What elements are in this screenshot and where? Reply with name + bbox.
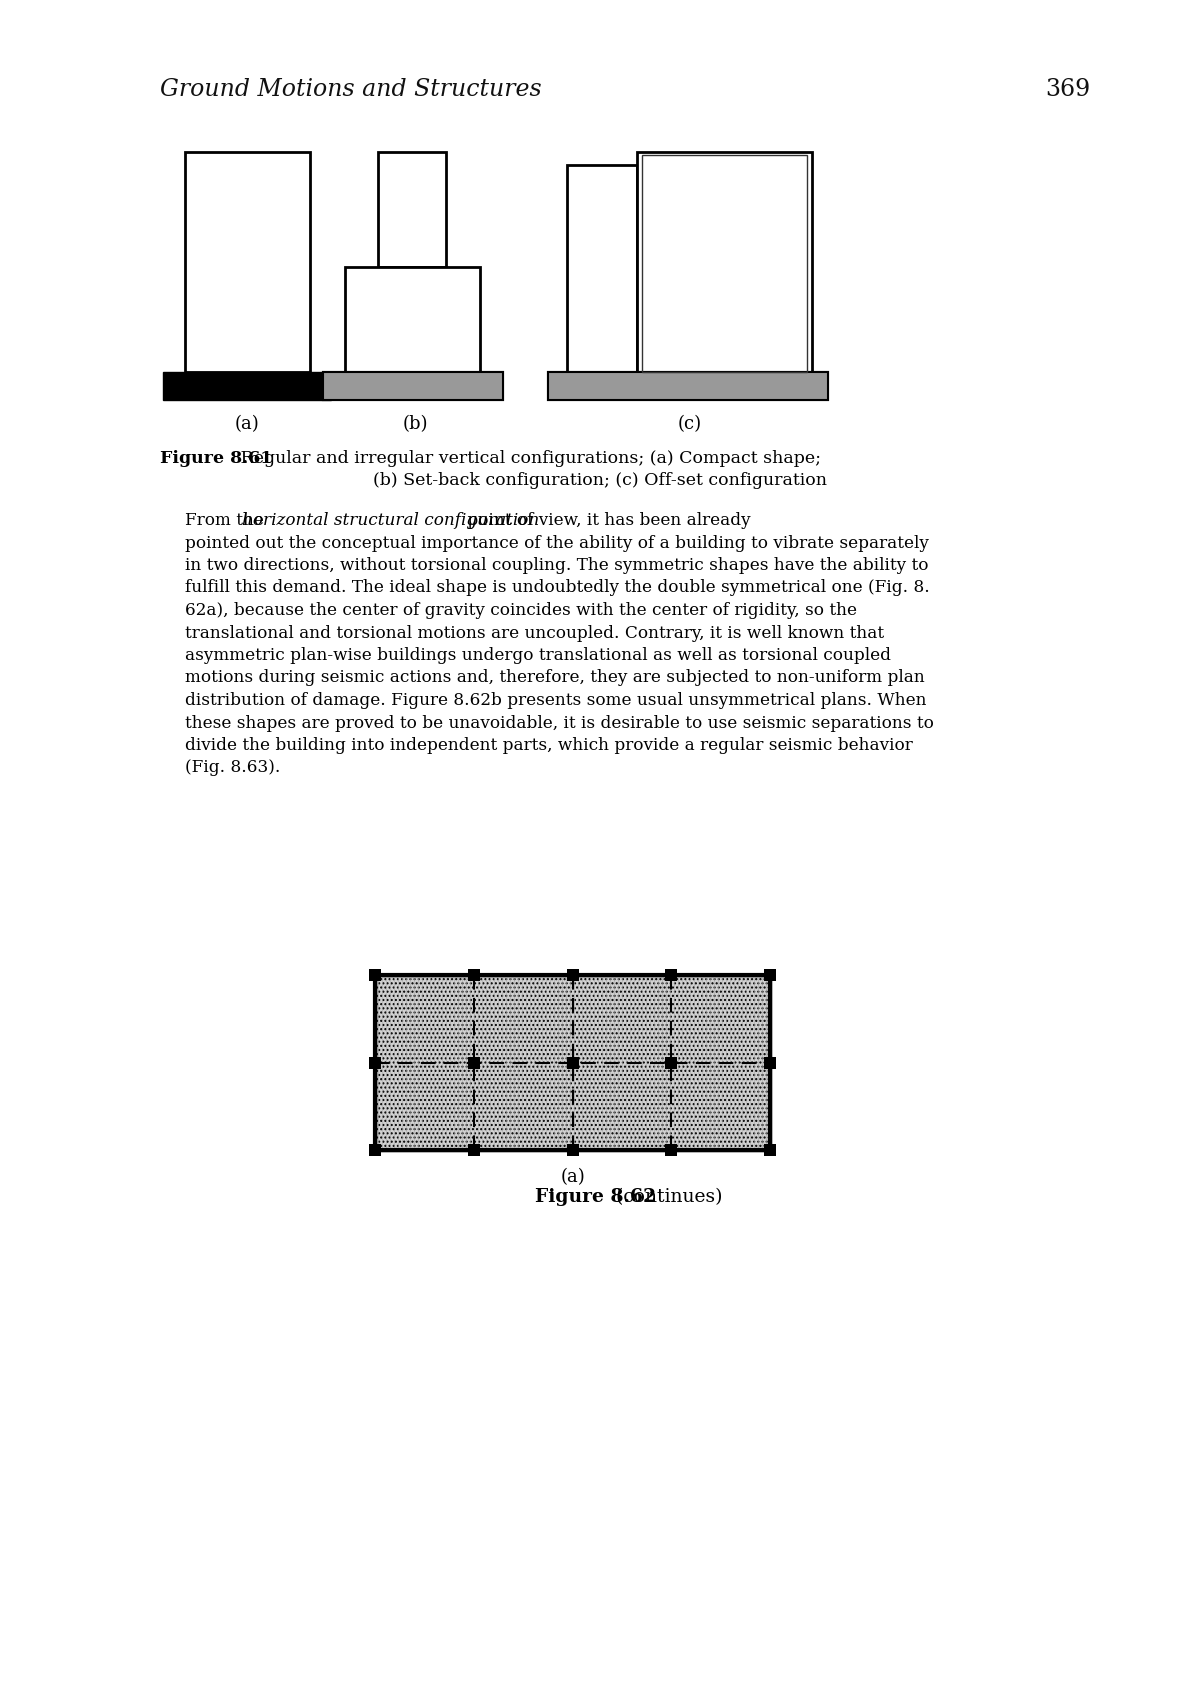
- Bar: [665, 1144, 677, 1156]
- Bar: [764, 1057, 776, 1069]
- Text: in two directions, without torsional coupling. The symmetric shapes have the abi: in two directions, without torsional cou…: [185, 557, 929, 574]
- Text: (a): (a): [560, 1168, 584, 1186]
- Text: (a): (a): [235, 416, 259, 433]
- Text: (continues): (continues): [610, 1188, 722, 1207]
- Bar: [764, 969, 776, 981]
- Text: (c): (c): [678, 416, 702, 433]
- Text: Ground Motions and Structures: Ground Motions and Structures: [160, 78, 541, 102]
- Text: (b): (b): [402, 416, 427, 433]
- Text: asymmetric plan-wise buildings undergo translational as well as torsional couple: asymmetric plan-wise buildings undergo t…: [185, 647, 890, 664]
- Bar: [566, 1144, 578, 1156]
- Text: (Fig. 8.63).: (Fig. 8.63).: [185, 760, 281, 777]
- Text: From the: From the: [185, 512, 269, 529]
- Bar: [370, 969, 382, 981]
- Bar: [378, 153, 446, 266]
- Bar: [374, 976, 770, 1151]
- Bar: [548, 372, 828, 400]
- Bar: [163, 372, 331, 400]
- Text: these shapes are proved to be unavoidable, it is desirable to use seismic separa: these shapes are proved to be unavoidabl…: [185, 714, 934, 731]
- Text: distribution of damage. Figure 8.62b presents some usual unsymmetrical plans. Wh: distribution of damage. Figure 8.62b pre…: [185, 692, 926, 709]
- Text: divide the building into independent parts, which provide a regular seismic beha: divide the building into independent par…: [185, 736, 913, 753]
- Bar: [665, 1057, 677, 1069]
- Bar: [665, 969, 677, 981]
- Text: Figure 8.62: Figure 8.62: [535, 1188, 656, 1207]
- Bar: [548, 372, 828, 400]
- Text: translational and torsional motions are uncoupled. Contrary, it is well known th: translational and torsional motions are …: [185, 624, 884, 641]
- Text: Figure 8.61: Figure 8.61: [160, 450, 272, 467]
- Bar: [346, 266, 480, 372]
- Text: point of view, it has been already: point of view, it has been already: [462, 512, 751, 529]
- Text: 62a), because the center of gravity coincides with the center of rigidity, so th: 62a), because the center of gravity coin…: [185, 602, 857, 619]
- Bar: [370, 1144, 382, 1156]
- Text: fulfill this demand. The ideal shape is undoubtedly the double symmetrical one (: fulfill this demand. The ideal shape is …: [185, 579, 930, 597]
- Text: 369: 369: [1045, 78, 1091, 102]
- Bar: [185, 153, 310, 372]
- Text: pointed out the conceptual importance of the ability of a building to vibrate se: pointed out the conceptual importance of…: [185, 535, 929, 552]
- Bar: [566, 1057, 578, 1069]
- Text: (b) Set-back configuration; (c) Off-set configuration: (b) Set-back configuration; (c) Off-set …: [373, 472, 827, 489]
- Bar: [468, 1144, 480, 1156]
- Bar: [637, 153, 812, 372]
- Bar: [468, 1057, 480, 1069]
- Bar: [323, 372, 503, 400]
- Text: motions during seismic actions and, therefore, they are subjected to non-uniform: motions during seismic actions and, ther…: [185, 670, 925, 687]
- Bar: [764, 1144, 776, 1156]
- Bar: [323, 372, 503, 400]
- Bar: [374, 976, 770, 1151]
- Bar: [468, 969, 480, 981]
- Text: horizontal structural configuration: horizontal structural configuration: [242, 512, 539, 529]
- Bar: [566, 969, 578, 981]
- Text: Regular and irregular vertical configurations; (a) Compact shape;: Regular and irregular vertical configura…: [235, 450, 821, 467]
- Bar: [568, 165, 637, 372]
- Bar: [370, 1057, 382, 1069]
- Bar: [642, 154, 808, 372]
